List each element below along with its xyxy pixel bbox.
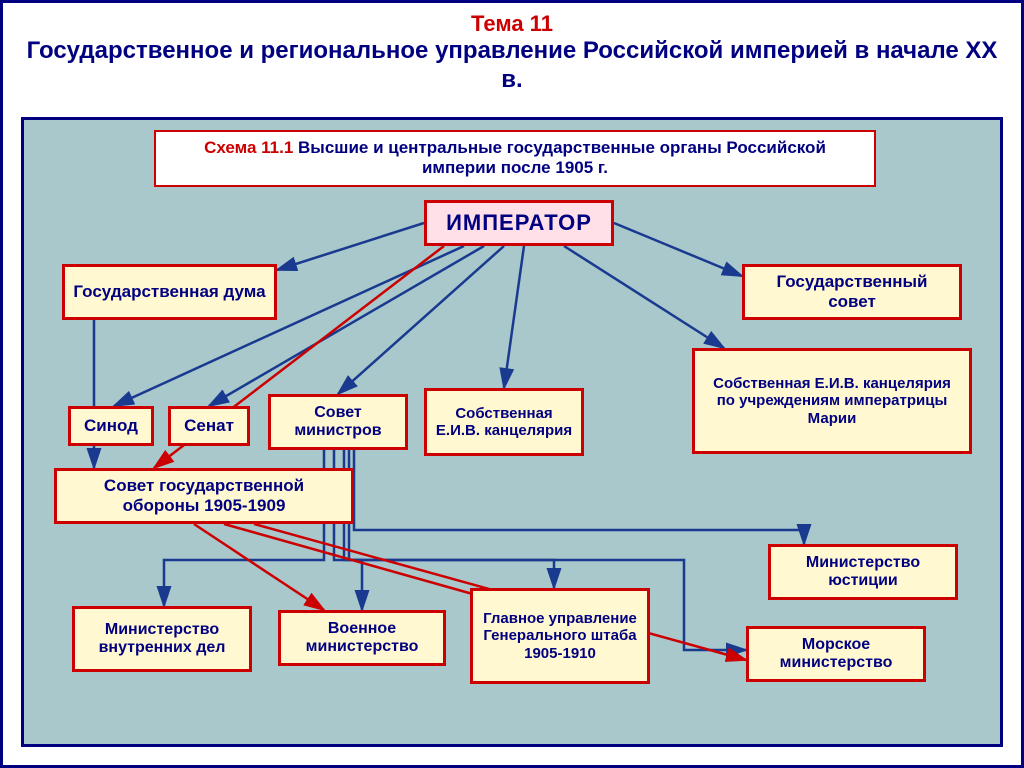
edge-sovmin-minjust [354,450,804,544]
caption-box: Схема 11.1 Высшие и центральные государс… [154,130,876,187]
topic-label: Тема 11 [23,11,1001,37]
node-kanz: Собственная Е.И.В. канцелярия [424,388,584,456]
diagram-frame: Схема 11.1 Высшие и центральные государс… [21,117,1003,747]
node-emperor: ИМПЕРАТОР [424,200,614,246]
caption-prefix: Схема 11.1 [204,138,293,157]
title-area: Тема 11 Государственное и региональное у… [3,3,1021,99]
caption-text: Высшие и центральные государственные орг… [293,138,826,177]
node-minjust: Министерство юстиции [768,544,958,600]
node-genstab: Главное управление Генерального штаба 19… [470,588,650,684]
node-council: Государственный совет [742,264,962,320]
node-mvd: Министерство внутренних дел [72,606,252,672]
node-kanzM: Собственная Е.И.В. канцелярия по учрежде… [692,348,972,454]
node-sgos: Совет государственной обороны 1905-1909 [54,468,354,524]
edge-emperor-sovmin [338,246,504,394]
edge-emperor-duma [277,223,424,270]
slide: Тема 11 Государственное и региональное у… [0,0,1024,768]
edge-sovmin-genstab [344,450,554,588]
title-text: Государственное и региональное управлени… [23,37,1001,95]
node-sovmin: Совет министров [268,394,408,450]
node-duma: Государственная дума [62,264,277,320]
edge-emperor-kanzM [564,246,724,348]
edge-sgos-voen [194,524,324,610]
node-sinod: Синод [68,406,154,446]
edge-emperor-council [614,223,742,276]
node-voen: Военное министерство [278,610,446,666]
node-senat: Сенат [168,406,250,446]
edge-emperor-kanz [504,246,524,388]
node-morsk: Морское министерство [746,626,926,682]
edge-sgos-genstab [224,524,494,600]
